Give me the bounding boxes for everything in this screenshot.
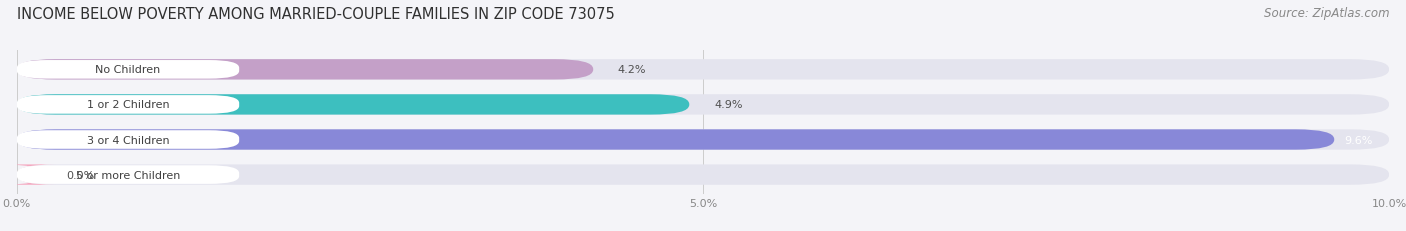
- Text: INCOME BELOW POVERTY AMONG MARRIED-COUPLE FAMILIES IN ZIP CODE 73075: INCOME BELOW POVERTY AMONG MARRIED-COUPL…: [17, 7, 614, 22]
- Text: Source: ZipAtlas.com: Source: ZipAtlas.com: [1264, 7, 1389, 20]
- Text: 3 or 4 Children: 3 or 4 Children: [87, 135, 169, 145]
- FancyBboxPatch shape: [17, 165, 1389, 185]
- Text: 4.2%: 4.2%: [617, 65, 647, 75]
- FancyBboxPatch shape: [17, 60, 593, 80]
- FancyBboxPatch shape: [3, 165, 55, 185]
- Text: 9.6%: 9.6%: [1344, 135, 1372, 145]
- Text: 1 or 2 Children: 1 or 2 Children: [87, 100, 169, 110]
- FancyBboxPatch shape: [17, 95, 689, 115]
- Text: 4.9%: 4.9%: [714, 100, 742, 110]
- FancyBboxPatch shape: [17, 61, 239, 79]
- Text: 5 or more Children: 5 or more Children: [76, 170, 180, 180]
- FancyBboxPatch shape: [17, 95, 1389, 115]
- Text: No Children: No Children: [96, 65, 160, 75]
- FancyBboxPatch shape: [17, 60, 1389, 80]
- FancyBboxPatch shape: [17, 166, 239, 184]
- FancyBboxPatch shape: [17, 130, 1389, 150]
- FancyBboxPatch shape: [17, 130, 1334, 150]
- FancyBboxPatch shape: [17, 96, 239, 114]
- Text: 0.0%: 0.0%: [66, 170, 94, 180]
- FancyBboxPatch shape: [17, 131, 239, 149]
